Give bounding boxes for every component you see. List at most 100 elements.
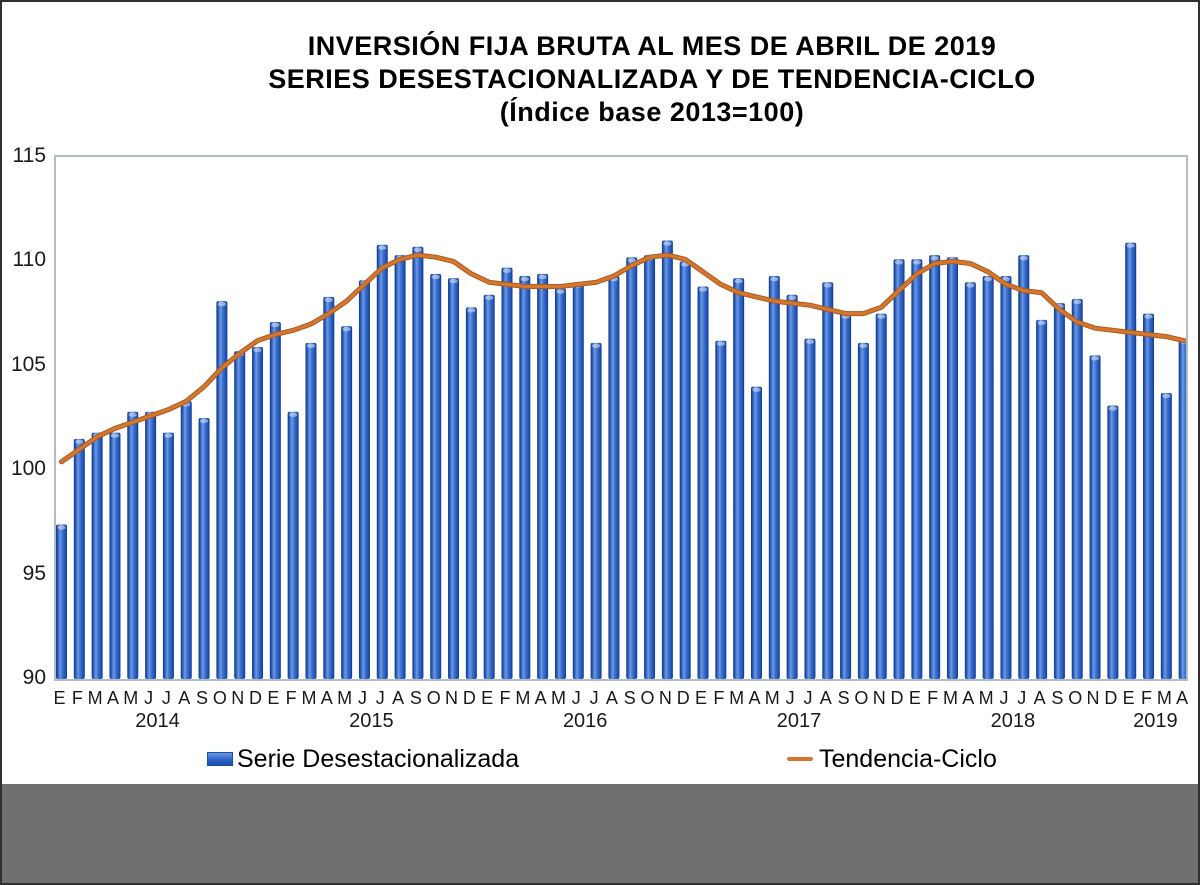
legend-item-trend: Tendencia-Ciclo xyxy=(787,744,997,774)
month-tick-label: F xyxy=(499,688,511,708)
plot-area xyxy=(54,155,1188,681)
bar xyxy=(911,259,923,679)
month-tick-label: O xyxy=(640,688,655,708)
y-tick-label: 105 xyxy=(10,352,46,376)
bar xyxy=(394,255,406,679)
month-tick-label: E xyxy=(695,688,708,708)
month-tick-label: S xyxy=(623,688,636,708)
bar-top-sheen xyxy=(1162,393,1171,399)
bar xyxy=(519,276,531,679)
bar xyxy=(750,386,762,679)
bar-top-sheen xyxy=(734,278,743,284)
bar xyxy=(982,276,994,679)
bar xyxy=(180,401,192,679)
month-tick-label: D xyxy=(890,688,904,708)
bar-top-sheen xyxy=(431,274,440,280)
month-tick-label: N xyxy=(872,688,886,708)
bar-top-sheen xyxy=(75,439,84,445)
bar-top-sheen xyxy=(342,326,351,332)
bar xyxy=(554,288,566,679)
bar-top-sheen xyxy=(484,295,494,301)
bar xyxy=(626,257,638,679)
month-tick-label: S xyxy=(409,688,422,708)
bar xyxy=(804,338,816,679)
bar xyxy=(679,261,691,679)
month-tick-label: J xyxy=(785,688,795,708)
bar-top-sheen xyxy=(449,278,458,284)
month-tick-label: O xyxy=(1068,688,1083,708)
bar xyxy=(358,280,370,679)
month-tick-label: M xyxy=(764,688,780,708)
bar xyxy=(1160,392,1172,679)
month-tick-label: A xyxy=(1033,688,1046,708)
month-tick-label: A xyxy=(178,688,191,708)
bar xyxy=(857,342,869,679)
bar-top-sheen xyxy=(57,525,66,530)
month-tick-label: M xyxy=(978,688,994,708)
bar xyxy=(465,307,477,679)
month-tick-label: E xyxy=(908,688,921,708)
bar-line-chart xyxy=(56,240,1186,679)
bar-top-sheen xyxy=(378,245,387,250)
month-tick-label: M xyxy=(1156,688,1172,708)
bar-top-sheen xyxy=(859,343,868,349)
bar-top-sheen xyxy=(966,283,975,288)
month-tick-label: A xyxy=(534,688,547,708)
month-tick-label: O xyxy=(212,688,227,708)
month-tick-label: J xyxy=(357,688,367,708)
month-tick-label: N xyxy=(1086,688,1100,708)
bar xyxy=(412,246,424,679)
bar-top-sheen xyxy=(413,247,423,252)
month-tick-label: M xyxy=(550,688,566,708)
year-tick-label: 2014 xyxy=(135,710,180,732)
month-tick-label: O xyxy=(854,688,869,708)
bar-top-sheen xyxy=(752,387,761,392)
bar-top-sheen xyxy=(716,341,726,346)
month-tick-label: J xyxy=(144,688,154,708)
y-tick-label: 110 xyxy=(12,248,46,272)
title-line-2: SERIES DESESTACIONALIZADA Y DE TENDENCIA… xyxy=(268,64,1036,94)
bar xyxy=(1107,405,1119,679)
month-tick-label: S xyxy=(196,688,209,708)
month-tick-label: F xyxy=(1141,688,1153,708)
bar-top-sheen xyxy=(324,297,333,303)
bar-top-sheen xyxy=(164,433,173,438)
bar xyxy=(644,255,656,679)
bar xyxy=(822,282,834,679)
month-tick-label: E xyxy=(267,688,280,708)
bar xyxy=(1178,338,1186,679)
month-tick-label: A xyxy=(819,688,832,708)
bar xyxy=(501,267,513,679)
bar xyxy=(572,282,584,679)
bar xyxy=(733,278,745,679)
bar-top-sheen xyxy=(306,343,316,349)
month-tick-label: M xyxy=(123,688,139,708)
bar xyxy=(893,259,905,679)
month-tick-label: A xyxy=(1176,688,1189,708)
bar-top-sheen xyxy=(502,268,512,273)
bar xyxy=(1036,319,1048,679)
bar-top-sheen xyxy=(1073,299,1082,305)
month-tick-label: J xyxy=(161,688,171,708)
month-tick-label: O xyxy=(426,688,441,708)
bar-top-sheen xyxy=(823,283,832,288)
bar xyxy=(305,342,317,679)
month-tick-label: A xyxy=(748,688,761,708)
month-tick-label: N xyxy=(445,688,459,708)
year-tick-label: 2016 xyxy=(562,710,608,732)
month-tick-label: D xyxy=(249,688,263,708)
month-tick-label: F xyxy=(713,688,725,708)
bar xyxy=(109,432,121,679)
bar-top-sheen xyxy=(110,433,120,438)
bar xyxy=(697,286,709,679)
month-tick-label: A xyxy=(106,688,119,708)
bar-top-sheen xyxy=(467,308,476,313)
bar-top-sheen xyxy=(983,276,993,282)
month-tick-label: E xyxy=(481,688,494,708)
bar xyxy=(252,347,264,679)
bar-top-sheen xyxy=(128,412,137,417)
bar-top-sheen xyxy=(1019,255,1028,261)
month-tick-label: J xyxy=(375,688,385,708)
bar-top-sheen xyxy=(591,343,601,349)
y-tick-label: 90 xyxy=(22,666,46,689)
